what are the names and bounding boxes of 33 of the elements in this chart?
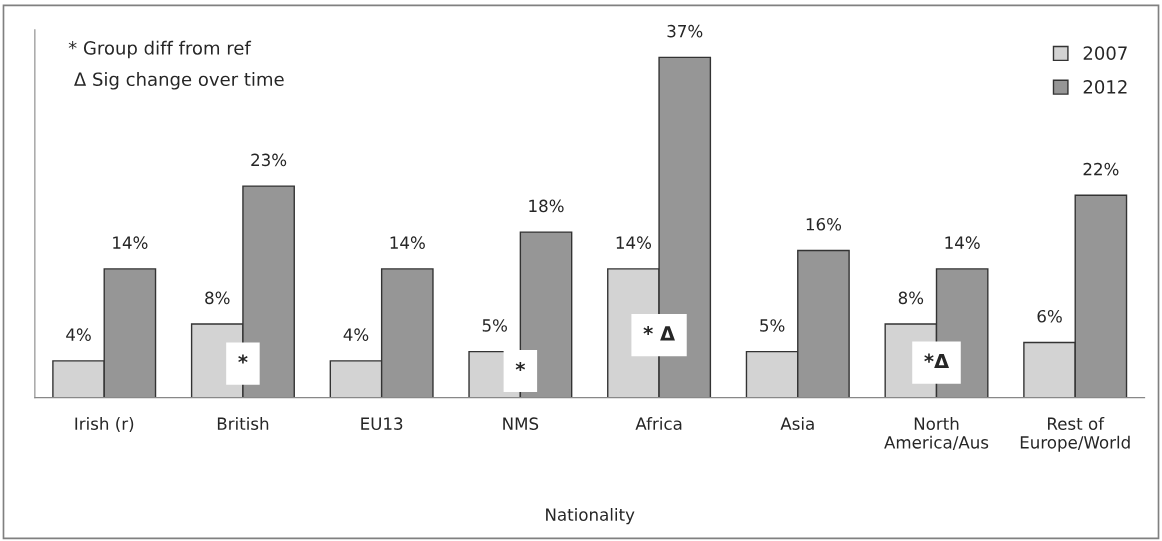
data-label: 5% — [760, 319, 785, 332]
annotation: * Δ — [643, 326, 675, 341]
x-tick-label: Africa — [635, 417, 682, 430]
data-label: 18% — [529, 199, 564, 213]
annotation: Δ Sig change over time — [74, 72, 284, 90]
data-label: 5% — [482, 319, 507, 332]
legend-label: 2007 — [1083, 46, 1127, 60]
x-tick-label: Rest of Europe/World — [1020, 417, 1130, 452]
data-label: 23% — [251, 153, 287, 167]
x-tick-label: British — [217, 417, 269, 430]
x-tick-label: EU13 — [361, 417, 403, 430]
data-label: 14% — [945, 236, 980, 249]
data-label: 14% — [390, 236, 425, 249]
annotation: * — [515, 361, 526, 371]
data-label: 8% — [898, 291, 924, 305]
data-label: 4% — [66, 328, 91, 341]
data-label: 16% — [806, 217, 842, 231]
x-tick-label: Irish (r) — [75, 417, 134, 432]
data-label: 4% — [343, 328, 369, 341]
data-label: 8% — [205, 291, 230, 305]
annotation: * Group diff from ref — [68, 40, 252, 59]
data-label: 14% — [113, 236, 148, 249]
x-axis-title: Nationality — [546, 508, 635, 525]
data-label: 6% — [1037, 309, 1062, 323]
annotation: *Δ — [924, 353, 950, 369]
x-tick-label: Asia — [780, 417, 814, 430]
data-label: 22% — [1083, 162, 1119, 176]
x-tick-label: North America/Aus — [884, 417, 989, 450]
annotation: * — [238, 354, 248, 364]
x-tick-label: NMS — [503, 417, 539, 430]
data-label: 37% — [667, 24, 703, 38]
data-label: 14% — [616, 236, 652, 249]
legend-label: 2012 — [1083, 80, 1127, 94]
